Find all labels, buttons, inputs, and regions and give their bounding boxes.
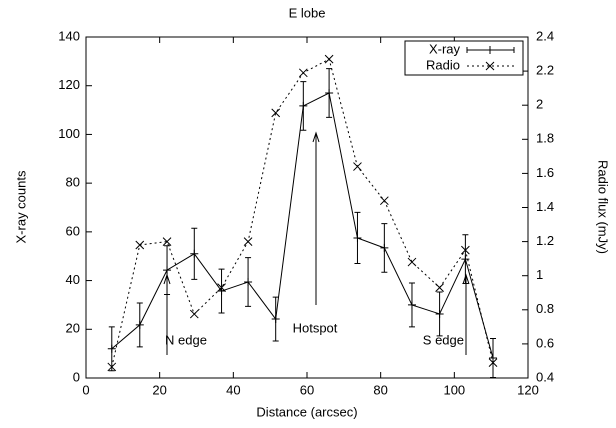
point-marker — [162, 237, 172, 246]
y-tick-label: 20 — [66, 321, 80, 336]
point-marker — [217, 287, 226, 296]
point-marker — [190, 249, 199, 258]
x-tick-label: 40 — [226, 382, 240, 397]
y2-tick-label: 1.8 — [536, 131, 554, 146]
y2-tick-label: 0.4 — [536, 369, 554, 384]
point-marker — [107, 362, 117, 372]
point-marker — [298, 68, 308, 78]
y-tick-label: 140 — [58, 28, 80, 43]
point-marker — [489, 354, 498, 363]
y-axis-label: X-ray counts — [13, 170, 28, 243]
point-marker — [488, 358, 498, 368]
point-marker — [325, 89, 334, 98]
y-tick-label: 60 — [66, 223, 80, 238]
y2-tick-label: 1.4 — [536, 199, 554, 214]
legend-error — [466, 47, 515, 53]
point-marker — [217, 283, 226, 292]
y2-tick-label: 0.8 — [536, 301, 554, 316]
point-marker — [407, 300, 416, 309]
point-marker — [435, 283, 444, 292]
legend-marker — [485, 61, 495, 71]
annotation: N edge — [165, 332, 207, 347]
y2-axis-label: Radio flux (mJy) — [596, 160, 611, 254]
annotation-arrow — [163, 273, 171, 355]
legend-box — [404, 40, 524, 76]
x-tick-label: 20 — [152, 382, 166, 397]
y-tick-label: 40 — [66, 272, 80, 287]
point-marker — [407, 257, 417, 267]
y2-tick-label: 2 — [536, 97, 543, 112]
point-marker — [353, 162, 362, 171]
point-marker — [135, 240, 145, 250]
chart-title: E lobe — [289, 5, 326, 20]
point-marker — [379, 196, 389, 206]
point-marker — [435, 309, 444, 318]
legend-label: Radio — [426, 57, 460, 72]
y2-tick-label: 0.6 — [536, 335, 554, 350]
point-marker — [107, 344, 116, 353]
y-tick-label: 100 — [58, 126, 80, 141]
point-marker — [243, 237, 253, 246]
y-tick-label: 80 — [66, 175, 80, 190]
series-line — [111, 92, 494, 359]
point-marker — [189, 309, 199, 319]
point-marker — [271, 108, 281, 118]
annotation-arrow — [462, 273, 470, 355]
y2-tick-label: 1.2 — [536, 233, 554, 248]
legend-marker — [486, 46, 494, 54]
point-marker — [324, 54, 334, 64]
y2-tick-label: 2.2 — [536, 63, 554, 78]
point-marker — [163, 266, 172, 275]
x-axis-label: Distance (arcsec) — [256, 404, 357, 419]
point-marker — [461, 245, 470, 255]
y-tick-label: 0 — [73, 369, 80, 384]
annotation-arrow — [312, 131, 320, 305]
point-marker — [135, 320, 144, 329]
point-marker — [299, 101, 308, 110]
x-tick-label: 80 — [373, 382, 387, 397]
point-marker — [461, 255, 470, 264]
point-marker — [271, 315, 280, 324]
annotation: S edge — [423, 332, 464, 347]
y2-tick-label: 1.6 — [536, 165, 554, 180]
point-marker — [244, 278, 253, 287]
x-tick-label: 60 — [300, 382, 314, 397]
y2-tick-label: 2.4 — [536, 28, 554, 43]
y-tick-label: 120 — [58, 77, 80, 92]
legend-label: X-ray — [429, 41, 461, 56]
x-tick-label: 100 — [443, 382, 465, 397]
point-marker — [380, 243, 389, 252]
point-marker — [353, 233, 362, 242]
annotation: Hotspot — [293, 320, 338, 335]
x-tick-label: 0 — [82, 382, 89, 397]
y2-tick-label: 1 — [536, 267, 543, 282]
x-tick-label: 120 — [517, 382, 539, 397]
